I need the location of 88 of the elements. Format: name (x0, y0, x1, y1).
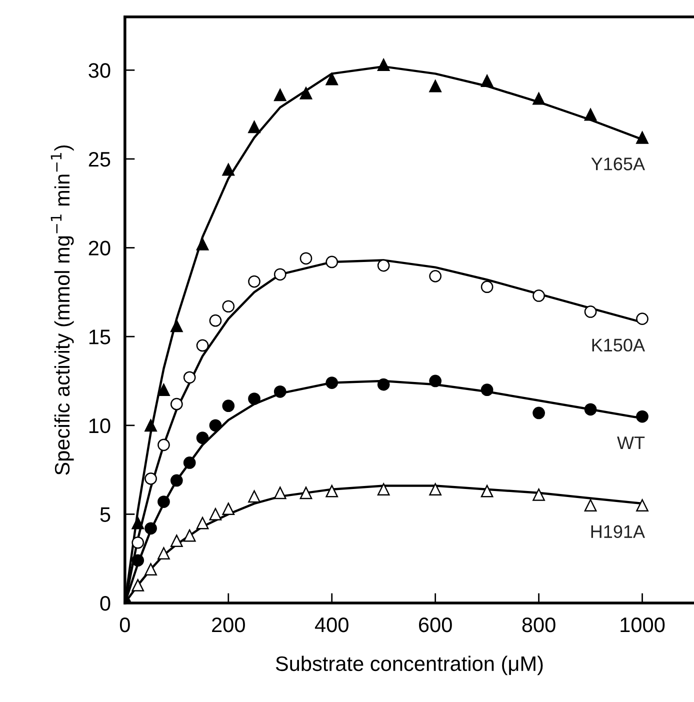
point (132, 536, 144, 549)
x-axis-title: Substrate concentration (μM) (276, 656, 543, 676)
point (132, 554, 144, 567)
x-tick-label: 200 (212, 617, 245, 632)
y-tick-label: 10 (89, 418, 110, 434)
point (196, 238, 209, 250)
y-axis-title: Specific activity (mmol mg$^{−1}$ min$^{−1}$) (50, 145, 74, 475)
point (248, 392, 260, 405)
y-tick-label: 15 (89, 330, 110, 344)
point (170, 534, 183, 548)
point (584, 403, 597, 416)
point (584, 499, 597, 512)
point (144, 472, 157, 485)
point (209, 314, 222, 327)
point (170, 474, 183, 487)
point (222, 400, 235, 412)
y-tick-label: 25 (88, 152, 110, 167)
point (144, 563, 157, 576)
point (326, 72, 338, 86)
point (222, 502, 235, 516)
point (584, 306, 597, 318)
series-label: K150A (592, 338, 646, 352)
y-tick-label: 0 (100, 596, 110, 611)
point (636, 499, 648, 512)
x-tick-label: 1000 (620, 617, 665, 632)
point (377, 58, 390, 71)
point (144, 522, 157, 535)
point (274, 486, 286, 500)
point (636, 410, 648, 423)
point (300, 252, 312, 265)
point (584, 108, 597, 121)
y-tick-label: 5 (100, 507, 110, 522)
x-tick-label: 600 (419, 617, 452, 632)
point (158, 384, 170, 396)
point (300, 486, 312, 500)
point (636, 312, 648, 325)
point (170, 398, 183, 410)
point (326, 256, 338, 268)
series-label: H191A (591, 525, 646, 538)
point (377, 378, 390, 391)
point (132, 579, 144, 592)
point (183, 371, 196, 384)
point (274, 88, 286, 102)
y-tick-label: 20 (88, 240, 110, 256)
point (183, 456, 196, 469)
point (248, 120, 260, 134)
point (429, 483, 442, 496)
point (144, 419, 157, 432)
x-tick-label: 800 (522, 617, 556, 632)
point (158, 547, 170, 560)
point (532, 406, 545, 420)
point (377, 259, 390, 272)
point (636, 131, 648, 144)
point (429, 80, 442, 92)
x-tick-label: 0 (120, 617, 130, 632)
point (300, 87, 312, 100)
point (532, 92, 545, 105)
point (170, 320, 183, 332)
point (196, 432, 209, 444)
point (326, 376, 338, 389)
x-tick-label: 400 (314, 617, 348, 632)
point (326, 484, 338, 498)
point (209, 508, 222, 520)
series-label: Y165A (591, 158, 646, 170)
point (196, 516, 209, 530)
point (158, 496, 170, 508)
point (480, 484, 494, 498)
point (532, 488, 545, 501)
point (132, 516, 144, 530)
series-label: WT (617, 436, 645, 450)
point (532, 290, 545, 302)
point (209, 419, 222, 432)
point (429, 270, 442, 282)
point (196, 339, 209, 352)
point (222, 163, 235, 176)
point (222, 300, 235, 313)
point (158, 438, 170, 452)
y-tick-label: 30 (88, 63, 110, 78)
point (248, 275, 260, 288)
point (480, 384, 494, 396)
point (377, 483, 390, 496)
point (274, 385, 286, 398)
point (248, 490, 260, 503)
point (480, 74, 494, 87)
point (183, 529, 196, 542)
point (429, 374, 442, 388)
point (274, 268, 286, 281)
point (480, 280, 494, 294)
